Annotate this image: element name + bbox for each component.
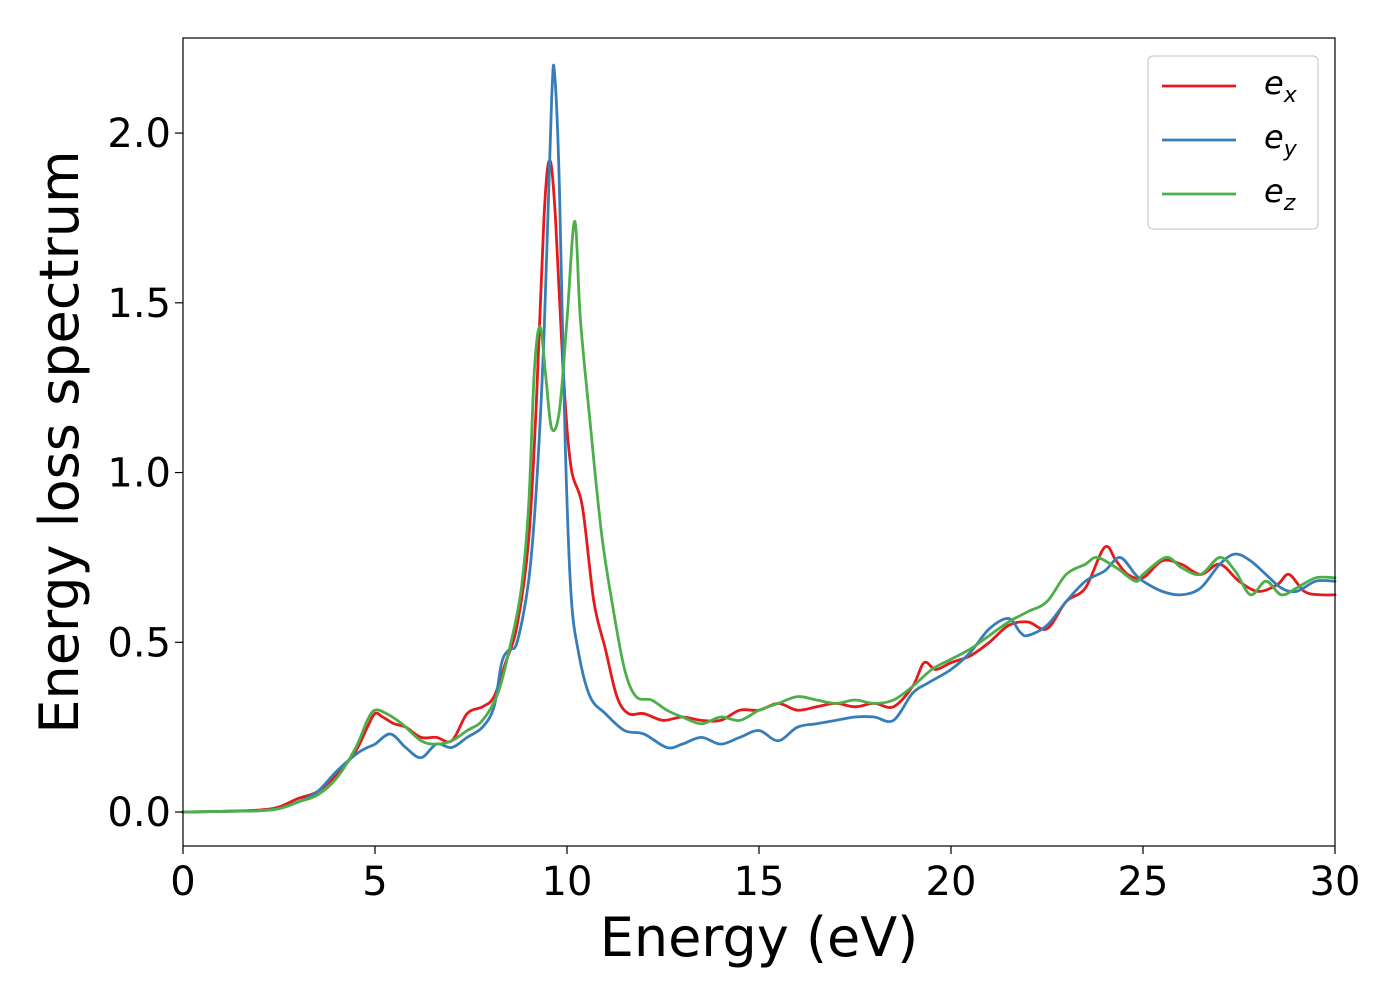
series-line-e-x bbox=[181, 158, 1337, 814]
y-tick-label: 1.5 bbox=[107, 281, 171, 327]
x-tick-label: 15 bbox=[734, 859, 785, 905]
x-tick-label: 5 bbox=[362, 859, 387, 905]
y-tick-label: 0.0 bbox=[107, 790, 171, 836]
y-axis-title: Energy loss spectrum bbox=[28, 150, 91, 733]
x-tick-label: 25 bbox=[1118, 859, 1169, 905]
series-layer bbox=[181, 63, 1337, 814]
x-tick-label: 20 bbox=[926, 859, 977, 905]
x-axis-title: Energy (eV) bbox=[600, 906, 919, 969]
legend-label-e-x: ex bbox=[1264, 64, 1298, 108]
y-axis: 0.0 0.5 1.0 1.5 2.0 bbox=[107, 111, 183, 836]
x-tick-label: 0 bbox=[170, 859, 195, 905]
legend-label-e-y: ey bbox=[1264, 118, 1298, 162]
y-tick-label: 0.5 bbox=[107, 620, 171, 666]
legend-box bbox=[1147, 55, 1319, 230]
legend: ex ey ez bbox=[1147, 55, 1319, 230]
series-line-e-z bbox=[181, 219, 1337, 814]
y-tick-label: 2.0 bbox=[107, 111, 171, 157]
x-tick-label: 30 bbox=[1310, 859, 1361, 905]
y-tick-label: 1.0 bbox=[107, 451, 171, 497]
x-tick-label: 10 bbox=[542, 859, 593, 905]
x-axis: 0 5 10 15 20 25 30 bbox=[170, 846, 1360, 905]
series-line-e-y bbox=[181, 63, 1337, 814]
legend-label-e-z: ez bbox=[1264, 172, 1296, 216]
